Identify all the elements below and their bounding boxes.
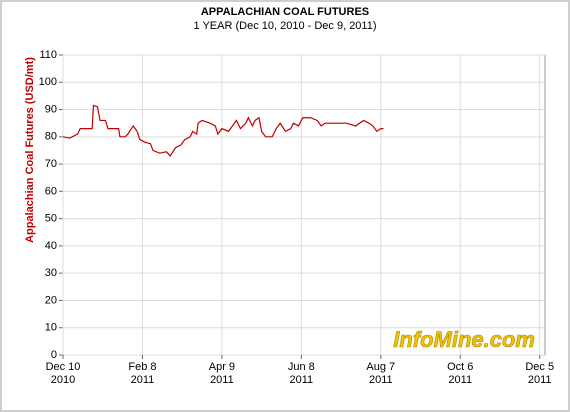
x-tick-year: 2011: [369, 374, 393, 386]
y-tick-label: 50: [45, 213, 57, 225]
x-tick-year: 2011: [528, 374, 552, 386]
x-tick-label: Dec 5: [525, 361, 554, 373]
y-tick-label: 100: [39, 76, 57, 88]
x-tick-year: 2011: [131, 374, 155, 386]
x-tick-label: Feb 8: [128, 361, 156, 373]
y-axis-label: Appalachian Coal Futures (USD/mt): [24, 57, 36, 243]
y-tick-label: 90: [45, 103, 57, 115]
x-tick-label: Jun 8: [288, 361, 315, 373]
y-tick-label: 110: [39, 49, 57, 61]
line-series: [62, 104, 384, 157]
y-tick-label: 0: [51, 349, 57, 361]
y-tick-label: 80: [45, 131, 57, 143]
y-tick-label: 20: [45, 294, 57, 306]
x-tick-label: Dec 10: [46, 361, 81, 373]
y-tick-label: 10: [45, 322, 57, 334]
x-tick-label: Aug 7: [366, 361, 395, 373]
watermark: InfoMine.com: [393, 327, 535, 352]
chart-title: APPALACHIAN COAL FUTURES: [201, 6, 369, 18]
chart-subtitle: 1 YEAR (Dec 10, 2010 - Dec 9, 2011): [193, 20, 376, 32]
y-tick-label: 70: [45, 158, 57, 170]
x-tick-label: Oct 6: [447, 361, 473, 373]
plot-area: [62, 54, 546, 356]
x-tick-year: 2010: [51, 374, 75, 386]
y-tick-label: 40: [45, 240, 57, 252]
y-tick-label: 30: [45, 267, 57, 279]
x-tick-year: 2011: [210, 374, 234, 386]
x-tick-year: 2011: [448, 374, 472, 386]
y-tick-label: 60: [45, 185, 57, 197]
x-tick-year: 2011: [290, 374, 314, 386]
x-tick-label: Apr 9: [209, 361, 235, 373]
